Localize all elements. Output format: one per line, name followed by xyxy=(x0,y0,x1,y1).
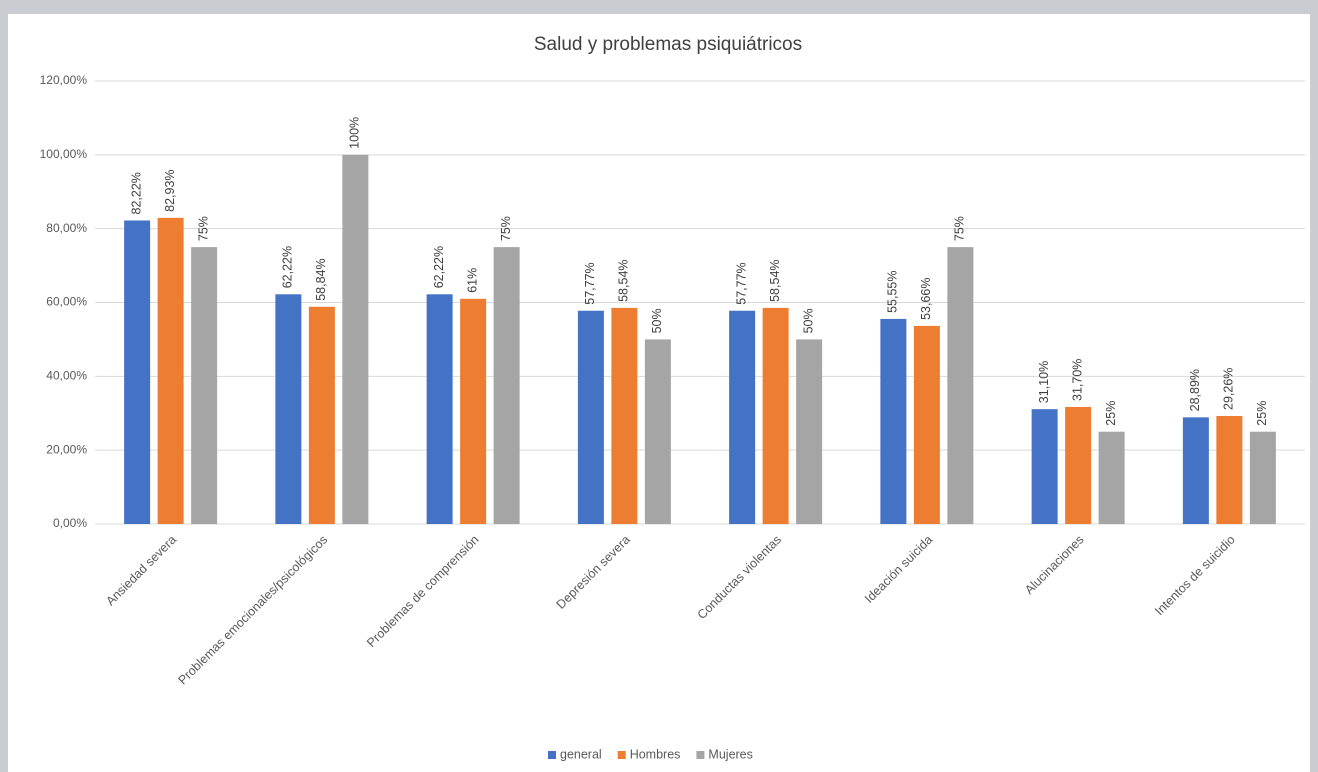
value-label: 31,10% xyxy=(1037,361,1051,403)
y-tick-label: 80,00% xyxy=(46,221,87,235)
value-label: 62,22% xyxy=(281,246,295,288)
y-tick-label: 40,00% xyxy=(46,369,87,383)
value-label: 58,54% xyxy=(617,259,631,301)
bar xyxy=(947,247,974,524)
value-label: 50% xyxy=(650,308,664,333)
bar xyxy=(913,325,940,524)
value-label: 55,55% xyxy=(886,271,900,313)
bar xyxy=(611,307,638,524)
value-label: 75% xyxy=(196,216,210,241)
bar xyxy=(342,154,369,525)
legend-label: general xyxy=(560,747,602,761)
value-label: 25% xyxy=(1255,401,1269,426)
bar xyxy=(191,247,218,524)
bar xyxy=(275,294,302,524)
bar xyxy=(1182,417,1209,524)
bar xyxy=(308,306,335,524)
bar xyxy=(1249,431,1276,524)
bar xyxy=(460,298,487,524)
legend-label: Hombres xyxy=(630,747,681,761)
chart-title: Salud y problemas psiquiátricos xyxy=(534,34,802,55)
value-label: 29,26% xyxy=(1222,368,1236,410)
bar xyxy=(124,220,151,524)
y-tick-label: 60,00% xyxy=(46,295,87,309)
value-label: 57,77% xyxy=(583,262,597,304)
value-label: 61% xyxy=(465,268,479,293)
value-label: 100% xyxy=(348,117,362,149)
value-label: 57,77% xyxy=(734,262,748,304)
value-label: 75% xyxy=(953,216,967,241)
value-label: 28,89% xyxy=(1188,369,1202,411)
bar xyxy=(1031,409,1058,524)
bar xyxy=(762,307,789,524)
value-label: 50% xyxy=(801,308,815,333)
bar xyxy=(426,294,453,524)
y-tick-label: 0,00% xyxy=(53,516,87,530)
value-label: 58,84% xyxy=(314,258,328,300)
bar xyxy=(1216,415,1243,524)
value-label: 58,54% xyxy=(768,259,782,301)
value-label: 82,22% xyxy=(129,172,143,214)
bar xyxy=(157,217,184,524)
y-tick-label: 100,00% xyxy=(40,147,88,161)
legend-swatch xyxy=(617,751,626,759)
bar xyxy=(1098,431,1125,524)
bar xyxy=(577,310,604,524)
bar xyxy=(644,339,671,524)
value-label: 31,70% xyxy=(1070,359,1084,401)
legend-swatch xyxy=(696,751,705,759)
value-label: 53,66% xyxy=(919,277,933,319)
legend-swatch xyxy=(548,751,556,759)
bar xyxy=(880,318,907,524)
bar xyxy=(729,310,756,524)
value-label: 25% xyxy=(1104,401,1118,426)
value-label: 82,93% xyxy=(163,169,177,211)
y-tick-label: 20,00% xyxy=(46,442,87,456)
bar xyxy=(493,247,520,524)
value-label: 62,22% xyxy=(432,246,446,288)
legend-label: Mujeres xyxy=(708,747,752,761)
y-tick-label: 120,00% xyxy=(40,73,88,87)
value-label: 75% xyxy=(499,216,513,241)
bar xyxy=(1065,406,1092,524)
bar xyxy=(796,339,823,524)
